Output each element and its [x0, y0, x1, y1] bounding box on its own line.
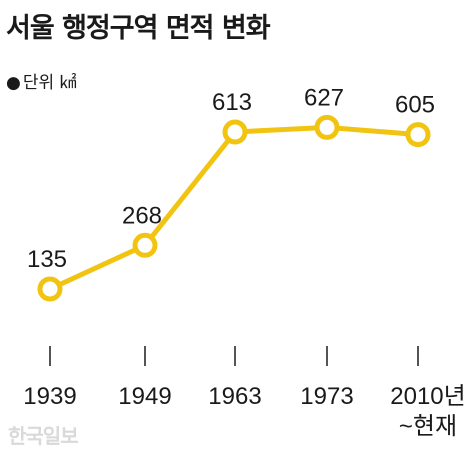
chart-title: 서울 행정구역 면적 변화: [6, 13, 271, 44]
data-labels: 135 268 613 627 605: [27, 84, 435, 273]
bullet-icon: ●: [6, 73, 21, 93]
series-line-path: [47, 124, 421, 292]
data-point-0: [37, 276, 63, 302]
series-line: [47, 124, 421, 292]
data-label-4: 605: [395, 92, 435, 119]
unit-text: 단위 ㎢: [22, 73, 77, 93]
data-point-1: [132, 232, 158, 258]
x-label-4-1: ~현재: [399, 413, 457, 440]
x-label-2-0: 1963: [208, 383, 261, 410]
data-point-4: [405, 122, 431, 148]
x-axis-labels: 1939 1949 1963 1973 2010년 ~현재: [23, 383, 465, 440]
data-points: [37, 114, 431, 302]
data-label-3: 627: [304, 84, 344, 111]
data-point-3: [314, 114, 340, 140]
x-label-0-0: 1939: [23, 383, 76, 410]
x-axis-ticks: [49, 346, 419, 366]
unit-label: ● 단위 ㎢: [6, 68, 77, 93]
x-label-1-0: 1949: [118, 383, 171, 410]
data-label-0: 135: [27, 246, 67, 273]
data-point-2: [222, 119, 248, 145]
watermark-logo: 한국일보: [8, 424, 79, 448]
data-label-1: 268: [122, 202, 162, 229]
x-label-4-0: 2010년: [390, 383, 465, 410]
data-label-2: 613: [212, 89, 252, 116]
x-label-3-0: 1973: [300, 383, 353, 410]
